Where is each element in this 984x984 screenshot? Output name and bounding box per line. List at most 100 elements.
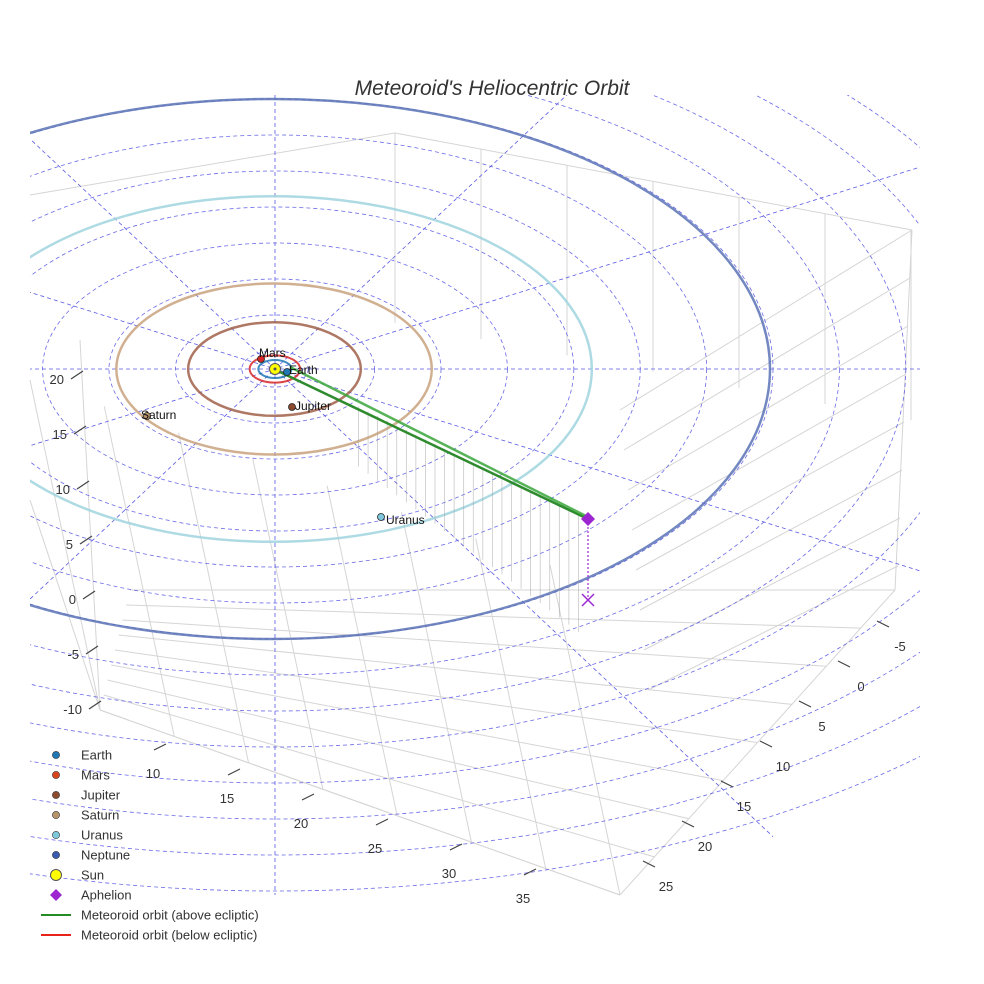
- y-tick-label: 25: [659, 879, 673, 894]
- legend-item: Mars: [52, 768, 110, 783]
- legend-item: Neptune: [52, 848, 130, 863]
- uranus-marker: [377, 513, 385, 521]
- meteoroid-drop-lines: [358, 406, 579, 632]
- z-tick-label: 0: [69, 592, 76, 607]
- z-tick-mark: [70, 370, 84, 380]
- grid-line: [118, 634, 792, 705]
- scene-grid: [29, 132, 913, 896]
- grid-line: [29, 379, 101, 711]
- grid-line: [631, 373, 907, 531]
- box-edge: [29, 132, 396, 196]
- legend-label: Jupiter: [81, 788, 121, 803]
- aphelion-projection-marker: [581, 593, 595, 607]
- box-edge: [79, 339, 101, 711]
- jupiter-label: Jupiter: [295, 399, 331, 413]
- orbit-jupiter: [186, 320, 363, 418]
- ecliptic-radial: [30, 95, 568, 600]
- legend: Earth Mars Jupiter Saturn Uranus Neptune Sun Ap…: [41, 748, 259, 943]
- uranus-label: Uranus: [386, 513, 425, 527]
- y-tick-label: 0: [857, 679, 864, 694]
- legend-label: Aphelion: [81, 888, 132, 903]
- x-tick-mark: [227, 768, 241, 776]
- orbit-uranus: [30, 195, 593, 543]
- z-tick-mark: [82, 590, 96, 600]
- legend-swatch: [52, 811, 60, 819]
- legend-label: Uranus: [81, 828, 123, 843]
- jupiter-marker: [288, 403, 296, 411]
- saturn-marker: [143, 412, 151, 420]
- x-tick-mark: [523, 868, 537, 876]
- y-tick-label: -5: [894, 639, 906, 654]
- legend-label: Meteoroid orbit (above ecliptic): [81, 908, 259, 923]
- legend-label: Meteoroid orbit (below ecliptic): [81, 928, 257, 943]
- x-tick-label: 15: [220, 791, 234, 806]
- legend-item: Meteoroid orbit (above ecliptic): [41, 908, 259, 923]
- grid-line: [635, 421, 905, 571]
- grid-line: [114, 649, 758, 743]
- z-tick-label: 5: [66, 537, 73, 552]
- meteoroid-orbit: [279, 365, 595, 607]
- y-axis-ticks: -5 0 5 10 15 20 25: [642, 620, 906, 894]
- grid-line: [639, 469, 903, 611]
- ecliptic-ring: [30, 95, 840, 676]
- grid-line: [103, 694, 655, 858]
- orbit-saturn: [115, 282, 433, 456]
- grid-line: [549, 564, 621, 896]
- x-tick-label: 25: [368, 841, 382, 856]
- legend-swatch: [52, 831, 60, 839]
- mars-label: Mars: [259, 346, 286, 360]
- grid-line: [122, 619, 827, 667]
- x-tick-mark: [375, 818, 389, 826]
- z-tick-mark: [73, 425, 87, 435]
- legend-swatch: [50, 889, 62, 901]
- x-tick-label: 20: [294, 816, 308, 831]
- legend-label: Mars: [81, 768, 110, 783]
- sun-center: [273, 367, 277, 371]
- grid-line: [252, 459, 324, 790]
- z-tick-label: -5: [67, 647, 79, 662]
- legend-item: Uranus: [52, 828, 123, 843]
- y-tick-mark: [759, 740, 773, 748]
- legend-swatch: [52, 751, 60, 759]
- planet-orbits: [30, 97, 772, 641]
- chart-title: Meteoroid's Heliocentric Orbit: [355, 77, 631, 100]
- x-tick-mark: [449, 843, 463, 851]
- aphelion-marker: [581, 512, 595, 526]
- legend-swatch: [50, 869, 62, 881]
- legend-item: Sun: [50, 868, 104, 883]
- grid-line: [627, 325, 909, 491]
- legend-label: Sun: [81, 868, 104, 883]
- legend-swatch: [52, 851, 60, 859]
- z-axis-ticks: -10 -5 0 5 10 15 20: [50, 370, 102, 717]
- legend-label: Saturn: [81, 808, 119, 823]
- orbit-mars: [248, 354, 302, 384]
- earth-marker: [283, 368, 291, 376]
- meteoroid-orbit-above-2: [289, 365, 589, 519]
- grid-line: [326, 485, 398, 816]
- legend-swatch: [52, 771, 60, 779]
- grid-line: [111, 664, 724, 782]
- meteoroid-orbit-above-1: [279, 370, 589, 521]
- box-edge: [29, 499, 101, 711]
- legend-item: Earth: [52, 748, 112, 763]
- z-tick-mark: [76, 480, 90, 490]
- grid-line: [103, 406, 175, 737]
- earth-label: Earth: [289, 363, 318, 377]
- x-tick-label: 30: [442, 866, 456, 881]
- y-tick-label: 20: [698, 839, 712, 854]
- ecliptic-ring: [30, 755, 920, 892]
- saturn-label: Saturn: [141, 408, 176, 422]
- y-tick-mark: [720, 780, 734, 788]
- legend-item: Meteoroid orbit (below ecliptic): [41, 928, 257, 943]
- box-edge: [394, 132, 913, 231]
- ecliptic-ring: [30, 170, 641, 568]
- grid-line: [619, 229, 913, 411]
- orbit-neptune: [30, 97, 772, 641]
- legend-item: Saturn: [52, 808, 119, 823]
- z-tick-label: 10: [56, 482, 70, 497]
- grid-line: [475, 538, 547, 869]
- y-tick-mark: [798, 700, 812, 708]
- legend-label: Neptune: [81, 848, 130, 863]
